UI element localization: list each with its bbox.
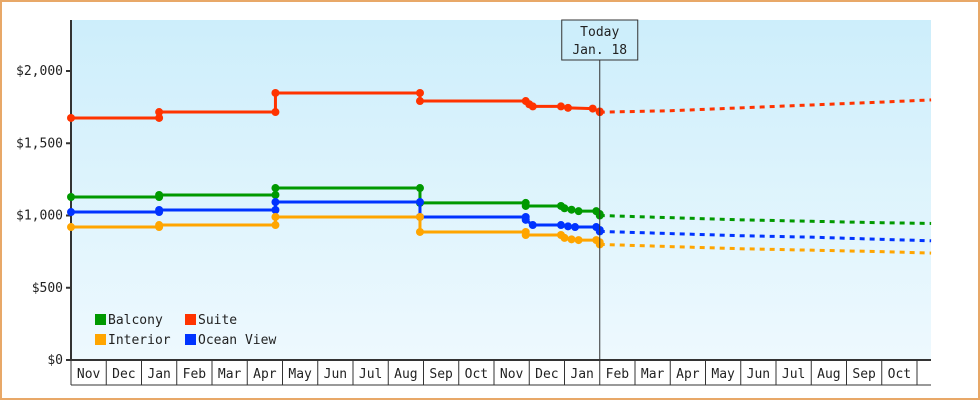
svg-text:Interior: Interior bbox=[108, 333, 171, 348]
series-suite bbox=[67, 88, 932, 122]
x-tick-label: Apr bbox=[676, 367, 700, 382]
x-tick-label: Sep bbox=[852, 367, 876, 382]
legend-item-ocean-view: Ocean View bbox=[185, 333, 276, 348]
x-tick-label: Jan bbox=[570, 367, 593, 382]
x-axis: Nov Dec Jan Feb Mar Apr May Jun Jul Aug Sep Oct Nov D… bbox=[70, 359, 931, 386]
legend: Balcony Suite Interior Ocean View bbox=[95, 313, 276, 348]
x-tick-label: Jun bbox=[747, 367, 770, 382]
x-tick-label: Nov bbox=[500, 367, 524, 382]
series-interior bbox=[67, 212, 932, 255]
y-axis: $0 $500 $1,000 $1,500 $2,000 bbox=[16, 20, 72, 368]
x-tick-label: Sep bbox=[429, 367, 453, 382]
x-tick-label: Feb bbox=[183, 367, 207, 382]
today-label: Today bbox=[580, 25, 619, 40]
x-tick-label: Nov bbox=[77, 367, 101, 382]
y-tick-label: $0 bbox=[47, 353, 63, 368]
x-tick-label: Oct bbox=[888, 367, 911, 382]
x-tick-label: Aug bbox=[394, 367, 417, 382]
x-tick-label: May bbox=[288, 367, 312, 382]
series-ocean-view bbox=[67, 198, 932, 243]
x-tick-label: Dec bbox=[112, 367, 135, 382]
x-tick-label: Jul bbox=[359, 367, 382, 382]
y-tick-label: $1,000 bbox=[16, 209, 63, 224]
x-tick-label: Jan bbox=[147, 367, 170, 382]
x-tick-label: Mar bbox=[641, 367, 665, 382]
svg-text:Ocean View: Ocean View bbox=[198, 333, 276, 348]
x-tick-label: Feb bbox=[606, 367, 630, 382]
svg-text:Suite: Suite bbox=[198, 313, 237, 328]
x-tick-label: Dec bbox=[535, 367, 558, 382]
legend-item-balcony: Balcony bbox=[95, 313, 163, 328]
y-tick-label: $2,000 bbox=[16, 64, 63, 79]
plot-area bbox=[71, 20, 931, 360]
x-tick-label: Jul bbox=[782, 367, 805, 382]
x-tick-label: Jun bbox=[324, 367, 347, 382]
today-marker: Today Jan. 18 bbox=[561, 19, 639, 360]
today-date: Jan. 18 bbox=[572, 43, 627, 58]
series-lines bbox=[67, 88, 932, 255]
x-tick-label: Aug bbox=[817, 367, 840, 382]
svg-text:Balcony: Balcony bbox=[108, 313, 163, 328]
y-tick-label: $500 bbox=[32, 281, 63, 296]
x-tick-label: May bbox=[711, 367, 735, 382]
legend-item-suite: Suite bbox=[185, 313, 237, 328]
x-tick-label: Apr bbox=[253, 367, 277, 382]
x-tick-label: Oct bbox=[465, 367, 488, 382]
x-tick-label: Mar bbox=[218, 367, 242, 382]
legend-item-interior: Interior bbox=[95, 333, 171, 348]
y-tick-label: $1,500 bbox=[16, 136, 63, 151]
